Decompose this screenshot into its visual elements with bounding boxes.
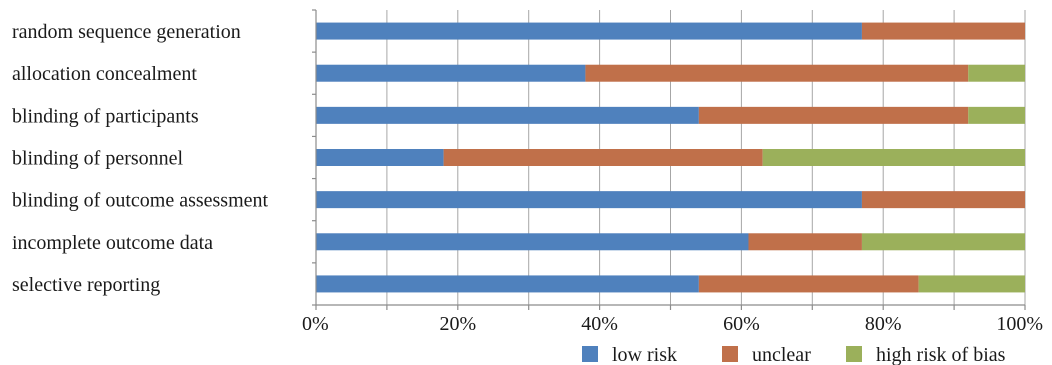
bar-unclear-1 [585, 64, 969, 82]
x-tick-label: 40% [581, 313, 618, 335]
x-tick-label: 100% [996, 313, 1043, 335]
bar-low-risk-3 [316, 149, 444, 166]
category-label: incomplete outcome data [12, 232, 213, 254]
bar-low-risk-1 [316, 64, 586, 82]
bar-high-risk-of-bias-1 [968, 64, 1025, 82]
legend-swatch-high-risk-of-bias [846, 346, 862, 362]
legend-label: high risk of bias [876, 344, 1006, 365]
category-label: random sequence generation [12, 21, 241, 43]
bar-unclear-0 [861, 22, 1025, 40]
axes [312, 9, 1026, 310]
x-tick-label: 80% [865, 313, 902, 335]
bar-high-risk-of-bias-5 [861, 233, 1025, 251]
bar-unclear-4 [861, 191, 1025, 209]
x-tick-labels: 0% 20% 40% 60% 80% 100% [302, 313, 1043, 335]
x-tick-label: 20% [439, 313, 476, 335]
category-label: blinding of outcome assessment [12, 190, 269, 212]
bar-unclear-5 [748, 233, 862, 251]
legend-label: unclear [752, 344, 811, 365]
bars [316, 22, 1025, 293]
legend-swatch-low-risk [582, 346, 598, 362]
bar-low-risk-5 [316, 233, 749, 251]
category-label: selective reporting [12, 274, 160, 296]
category-label: blinding of participants [12, 105, 199, 127]
bar-low-risk-6 [316, 275, 699, 293]
category-labels: random sequence generation allocation con… [12, 21, 269, 296]
bar-unclear-6 [698, 275, 919, 293]
legend-swatch-unclear [722, 346, 738, 362]
bar-high-risk-of-bias-6 [918, 275, 1025, 293]
legend: low risk unclear high risk of bias [582, 344, 1006, 365]
bar-high-risk-of-bias-2 [968, 106, 1025, 124]
category-label: blinding of personnel [12, 148, 184, 170]
category-label: allocation concealment [12, 63, 197, 85]
x-tick-label: 0% [302, 313, 329, 335]
bar-high-risk-of-bias-3 [762, 149, 1025, 166]
legend-label: low risk [612, 344, 677, 365]
x-tick-label: 60% [723, 313, 760, 335]
bar-low-risk-0 [316, 22, 862, 40]
bar-low-risk-2 [316, 106, 699, 124]
bar-unclear-2 [698, 106, 969, 124]
bar-low-risk-4 [316, 191, 862, 209]
bar-unclear-3 [443, 149, 763, 166]
